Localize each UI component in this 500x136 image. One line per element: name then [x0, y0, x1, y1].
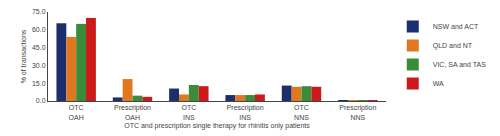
svg-text:VIC, SA and TAS: VIC, SA and TAS — [433, 61, 486, 68]
svg-text:45.0: 45.0 — [32, 44, 46, 51]
svg-text:OTCOAH: OTCOAH — [69, 104, 84, 120]
svg-text:75.0: 75.0 — [32, 8, 46, 15]
svg-text:PrescriptionNNS: PrescriptionNNS — [339, 104, 376, 120]
svg-text:OTCINS: OTCINS — [181, 104, 196, 120]
svg-text:NSW and ACT: NSW and ACT — [433, 23, 479, 30]
svg-text:% of transactions: % of transactions — [20, 29, 27, 83]
svg-text:OTCNNS: OTCNNS — [294, 104, 309, 120]
svg-text:15.0: 15.0 — [32, 80, 46, 87]
svg-text:PrescriptionOAH: PrescriptionOAH — [114, 104, 151, 120]
svg-text:0.0: 0.0 — [36, 97, 46, 104]
svg-text:60.0: 60.0 — [32, 26, 46, 33]
svg-text:WA: WA — [433, 80, 444, 87]
svg-text:30.0: 30.0 — [32, 62, 46, 69]
svg-text:OTC and prescription single th: OTC and prescription single therapy for … — [124, 122, 310, 130]
svg-text:QLD and NT: QLD and NT — [433, 42, 473, 50]
svg-text:PrescriptionINS: PrescriptionINS — [227, 104, 264, 120]
